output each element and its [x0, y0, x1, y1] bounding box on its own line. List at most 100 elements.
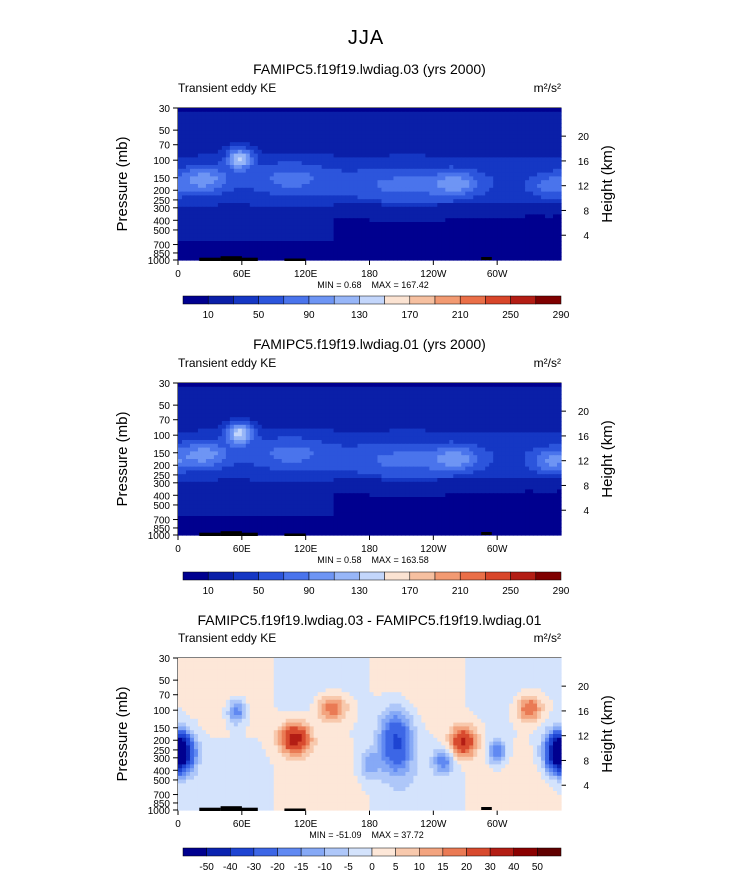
contour-cell: [261, 421, 267, 426]
contour-cell: [249, 176, 255, 181]
contour-cell: [525, 168, 530, 174]
contour-cell: [521, 168, 526, 174]
contour-cell: [437, 233, 442, 238]
contour-cell: [241, 237, 247, 242]
contour-cell: [309, 417, 315, 422]
contour-cell: [273, 394, 279, 399]
contour-cell: [541, 394, 546, 399]
contour-cell: [553, 233, 558, 238]
contour-cell: [481, 210, 486, 215]
contour-cell: [521, 252, 526, 257]
contour-cell: [409, 237, 414, 242]
contour-cell: [481, 241, 486, 246]
x-tick-label: 60E: [233, 544, 251, 555]
contour-cell: [321, 157, 327, 162]
contour-cell: [277, 134, 283, 139]
contour-cell: [178, 176, 183, 181]
contour-cell: [225, 134, 231, 139]
contour-cell: [349, 184, 355, 189]
contour-cell: [433, 172, 438, 177]
contour-cell: [293, 233, 299, 238]
contour-cell: [205, 229, 211, 234]
contour-cell: [509, 237, 514, 242]
contour-cell: [197, 405, 203, 411]
contour-cell: [185, 108, 191, 113]
contour-cell: [281, 210, 287, 215]
contour-cell: [269, 153, 275, 158]
contour-cell: [465, 184, 470, 189]
contour-cell: [469, 206, 474, 212]
contour-cell: [525, 191, 530, 196]
contour-cell: [333, 191, 339, 196]
contour-cell: [333, 119, 339, 124]
contour-cell: [517, 225, 522, 231]
contour-cell: [237, 195, 243, 200]
contour-cell: [269, 176, 275, 181]
contour-cell: [453, 252, 458, 257]
contour-cell: [305, 405, 311, 411]
contour-cell: [178, 421, 183, 426]
contour-cell: [317, 157, 323, 162]
contour-cell: [537, 210, 542, 215]
contour-cell: [321, 405, 327, 411]
contour-cell: [421, 123, 426, 128]
contour-cell: [213, 149, 219, 155]
contour-cell: [489, 402, 494, 407]
contour-cell: [345, 111, 351, 117]
contour-cell: [321, 252, 327, 257]
contour-cell: [321, 214, 327, 219]
contour-cell: [225, 225, 231, 231]
contour-cell: [441, 153, 446, 158]
contour-cell: [205, 386, 211, 392]
contour-cell: [401, 184, 407, 189]
contour-cell: [245, 153, 251, 158]
contour-cell: [505, 168, 510, 174]
contour-cell: [361, 394, 367, 399]
contour-cell: [493, 405, 498, 411]
contour-cell: [253, 394, 259, 399]
contour-cell: [385, 252, 391, 257]
contour-cell: [481, 386, 486, 392]
contour-cell: [425, 398, 430, 403]
contour-cell: [505, 191, 510, 196]
contour-cell: [261, 134, 267, 139]
contour-cell: [477, 237, 482, 242]
contour-cell: [233, 153, 239, 158]
contour-cell: [333, 138, 339, 143]
contour-cell: [389, 256, 395, 261]
contour-cell: [245, 142, 251, 147]
contour-cell: [273, 214, 279, 219]
contour-cell: [209, 233, 215, 238]
contour-cell: [245, 119, 251, 124]
contour-cell: [457, 222, 462, 227]
contour-cell: [389, 127, 395, 132]
contour-cell: [441, 225, 446, 231]
contour-cell: [541, 383, 546, 388]
contour-cell: [197, 115, 203, 120]
contour-cell: [305, 115, 311, 120]
contour-cell: [557, 153, 562, 158]
contour-cell: [441, 172, 446, 177]
contour-cell: [545, 413, 550, 418]
contour-cell: [237, 417, 243, 422]
contour-cell: [229, 206, 235, 212]
contour-cell: [461, 184, 466, 189]
contour-cell: [325, 149, 331, 155]
contour-cell: [333, 199, 339, 204]
contour-cell: [221, 390, 227, 395]
contour-cell: [341, 210, 347, 215]
contour-cell: [349, 417, 355, 422]
contour-cell: [513, 225, 518, 231]
contour-cell: [373, 157, 379, 162]
contour-cell: [193, 383, 199, 388]
contour-cell: [377, 256, 383, 261]
contour-cell: [497, 390, 502, 395]
contour-cell: [545, 153, 550, 158]
contour-cell: [557, 142, 562, 147]
contour-cell: [525, 119, 530, 124]
contour-cell: [513, 237, 518, 242]
contour-cell: [493, 252, 498, 257]
contour-cell: [337, 168, 343, 174]
contour-cell: [381, 123, 387, 128]
contour-cell: [289, 111, 295, 117]
